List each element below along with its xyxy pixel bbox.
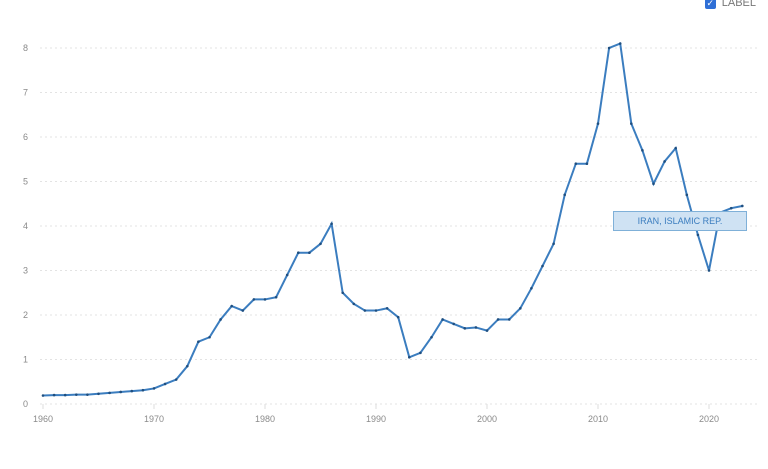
data-point bbox=[496, 318, 500, 321]
data-point bbox=[474, 326, 478, 329]
x-tick-label: 2000 bbox=[477, 414, 497, 424]
data-point bbox=[663, 160, 666, 163]
data-point bbox=[607, 46, 611, 50]
y-tick-label: 2 bbox=[23, 310, 28, 320]
data-point bbox=[530, 287, 533, 290]
data-point bbox=[285, 273, 289, 277]
data-point bbox=[86, 393, 89, 396]
data-point bbox=[41, 394, 45, 397]
data-point bbox=[630, 122, 633, 125]
data-point bbox=[674, 146, 677, 150]
data-point bbox=[330, 222, 333, 226]
data-point bbox=[363, 309, 367, 312]
legend-toggle[interactable]: ✓ LABEL bbox=[704, 0, 756, 9]
data-point bbox=[641, 149, 644, 152]
data-point bbox=[186, 364, 189, 368]
data-point bbox=[741, 204, 744, 208]
y-tick-label: 4 bbox=[23, 221, 28, 231]
x-tick-label: 2010 bbox=[588, 414, 608, 424]
data-point bbox=[696, 233, 700, 237]
data-point bbox=[241, 309, 245, 312]
data-point bbox=[596, 122, 600, 125]
data-point bbox=[430, 335, 433, 339]
data-point bbox=[319, 242, 322, 246]
data-point bbox=[297, 251, 300, 254]
data-point bbox=[52, 393, 56, 397]
data-point bbox=[141, 388, 145, 392]
data-point bbox=[130, 389, 134, 393]
data-point bbox=[385, 307, 389, 310]
data-point bbox=[263, 298, 267, 301]
data-point bbox=[219, 318, 222, 321]
data-point bbox=[352, 302, 356, 306]
y-tick-label: 1 bbox=[23, 355, 28, 365]
legend-label: LABEL bbox=[721, 0, 756, 9]
data-point bbox=[197, 340, 200, 344]
x-tick-label: 2020 bbox=[699, 414, 719, 424]
checkbox-checked-icon[interactable]: ✓ bbox=[704, 0, 716, 9]
data-point bbox=[441, 318, 444, 321]
data-point bbox=[618, 42, 622, 45]
data-point bbox=[63, 393, 67, 397]
data-point bbox=[208, 335, 211, 339]
data-point bbox=[585, 162, 589, 165]
data-point bbox=[574, 162, 578, 165]
x-tick-label: 1970 bbox=[144, 414, 164, 424]
y-tick-label: 7 bbox=[23, 88, 28, 98]
data-point bbox=[541, 264, 544, 268]
data-point bbox=[507, 318, 511, 321]
data-point bbox=[485, 329, 489, 332]
series-label: IRAN, ISLAMIC REP. bbox=[613, 211, 747, 231]
data-point bbox=[75, 393, 78, 396]
data-point bbox=[729, 206, 733, 210]
data-point bbox=[519, 307, 522, 310]
x-tick-label: 1990 bbox=[366, 414, 386, 424]
data-point bbox=[419, 351, 422, 355]
data-point bbox=[252, 298, 256, 301]
data-point bbox=[652, 182, 655, 186]
data-point bbox=[230, 304, 233, 308]
x-tick-label: 1980 bbox=[255, 414, 275, 424]
y-tick-label: 0 bbox=[23, 399, 28, 409]
data-point bbox=[341, 291, 345, 295]
data-point bbox=[552, 242, 555, 246]
y-tick-label: 6 bbox=[23, 132, 28, 142]
data-point bbox=[119, 390, 122, 394]
data-point bbox=[707, 269, 711, 272]
y-tick-label: 3 bbox=[23, 266, 28, 276]
data-point bbox=[163, 382, 167, 386]
data-point bbox=[685, 193, 689, 197]
data-point bbox=[374, 309, 378, 312]
data-point bbox=[396, 315, 400, 319]
data-point bbox=[563, 193, 566, 197]
data-point bbox=[463, 327, 467, 330]
data-point bbox=[452, 322, 456, 326]
data-point bbox=[97, 392, 100, 396]
data-point bbox=[174, 378, 178, 381]
series-line bbox=[42, 42, 743, 397]
y-tick-label: 8 bbox=[23, 43, 28, 53]
y-tick-label: 5 bbox=[23, 177, 28, 187]
data-point bbox=[274, 295, 278, 299]
data-point bbox=[308, 251, 311, 254]
data-point bbox=[108, 391, 111, 395]
data-point bbox=[152, 387, 156, 390]
x-tick-label: 1960 bbox=[33, 414, 53, 424]
data-point bbox=[408, 355, 411, 359]
